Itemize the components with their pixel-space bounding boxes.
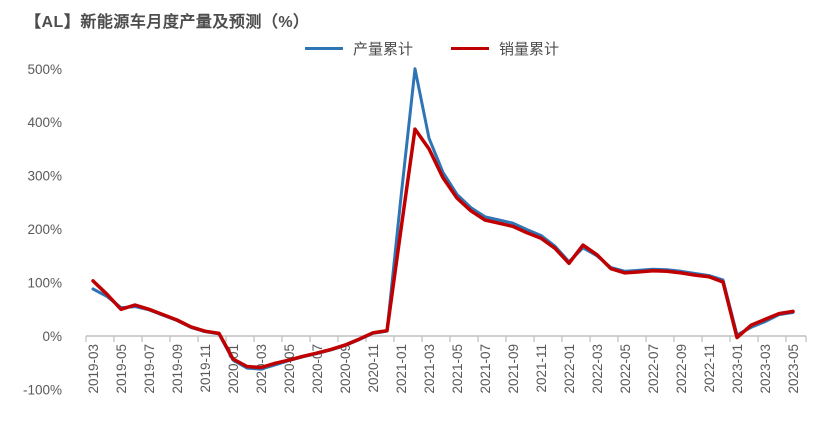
x-axis-label: 2020-05 bbox=[282, 344, 297, 394]
x-axis-label: 2020-07 bbox=[310, 344, 325, 394]
x-axis-label: 2021-03 bbox=[422, 344, 437, 394]
x-axis-label: 2019-05 bbox=[114, 344, 129, 394]
x-axis-label: 2021-09 bbox=[506, 344, 521, 394]
x-axis-label: 2021-01 bbox=[394, 344, 409, 394]
x-axis-label: 2022-11 bbox=[702, 344, 717, 393]
x-axis-label: 2023-03 bbox=[758, 344, 773, 394]
x-axis-label: 2022-07 bbox=[646, 344, 661, 394]
x-axis-label: 2019-11 bbox=[198, 344, 213, 393]
x-axis-label: 2023-05 bbox=[786, 344, 801, 394]
chart-legend: 产量累计 销量累计 bbox=[305, 38, 559, 59]
y-axis-label: 400% bbox=[27, 115, 62, 130]
y-axis-label: 100% bbox=[27, 276, 62, 291]
x-axis-label: 2021-07 bbox=[478, 344, 493, 394]
legend-item-production: 产量累计 bbox=[305, 38, 413, 59]
production-line-swatch-icon bbox=[305, 47, 343, 50]
legend-label-production: 产量累计 bbox=[353, 41, 414, 58]
sales-series-line bbox=[91, 127, 795, 370]
y-axis-label: 200% bbox=[27, 222, 62, 237]
y-axis-label: 500% bbox=[27, 62, 62, 77]
x-axis-label: 2020-11 bbox=[366, 344, 381, 393]
sales-line-swatch-icon bbox=[451, 47, 490, 50]
x-axis-label: 2019-09 bbox=[170, 344, 185, 394]
legend-item-sales: 销量累计 bbox=[451, 38, 559, 59]
x-axis-label: 2021-11 bbox=[534, 344, 549, 393]
x-axis-label: 2020-09 bbox=[338, 344, 353, 394]
chart-title: 【AL】新能源车月度产量及预测（%） bbox=[25, 14, 310, 31]
legend-label-sales: 销量累计 bbox=[499, 41, 560, 58]
y-axis-label: 300% bbox=[27, 169, 62, 184]
x-axis-label: 2019-03 bbox=[86, 344, 101, 394]
x-axis-label: 2021-05 bbox=[450, 344, 465, 394]
x-axis-label: 2022-03 bbox=[590, 344, 605, 394]
x-axis-label: 2019-07 bbox=[142, 344, 157, 394]
production-series-line bbox=[91, 67, 795, 371]
y-axis-label: -100% bbox=[23, 382, 62, 397]
y-axis-label: 0% bbox=[42, 329, 62, 344]
x-axis-label: 2022-01 bbox=[562, 344, 577, 394]
x-axis-label: 2022-09 bbox=[674, 344, 689, 394]
x-axis-label: 2023-01 bbox=[730, 344, 745, 394]
x-axis-label: 2022-05 bbox=[618, 344, 633, 394]
